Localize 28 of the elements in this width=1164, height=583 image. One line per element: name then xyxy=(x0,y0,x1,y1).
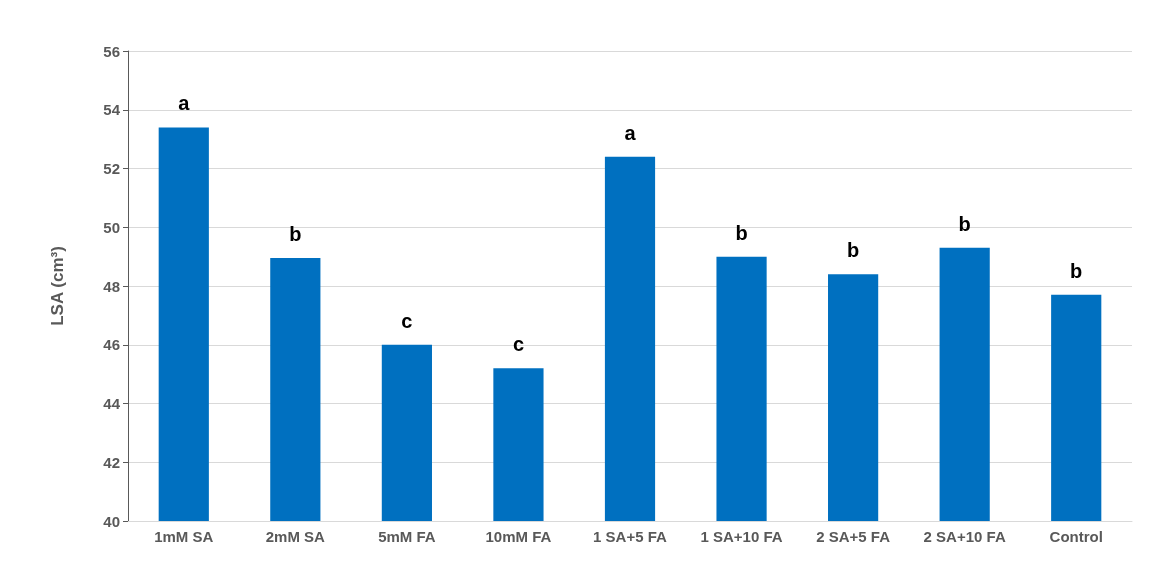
y-tick-label: 42 xyxy=(103,453,120,471)
annotation: a xyxy=(624,121,637,144)
y-tick-label: 48 xyxy=(103,277,120,295)
x-tick-label: 1 SA+5 FA xyxy=(593,528,668,545)
x-tick-label: 2 SA+5 FA xyxy=(816,528,891,545)
y-tick-label: 40 xyxy=(103,512,120,530)
y-tick-label: 56 xyxy=(103,42,120,60)
x-tick-label: 2 SA+10 FA xyxy=(923,528,1006,545)
annotation: c xyxy=(401,309,413,332)
x-tick-label: 1 SA+10 FA xyxy=(700,528,783,545)
annotation: c xyxy=(512,333,525,356)
y-tick-label: 54 xyxy=(103,101,121,119)
x-tick-label: 2mM SA xyxy=(265,528,326,545)
annotation: b xyxy=(289,223,302,246)
x-tick-label: Control xyxy=(1049,528,1103,545)
y-axis-title: LSA (cm³) xyxy=(48,246,67,326)
x-tick-label: 5mM FA xyxy=(378,528,436,545)
annotation: b xyxy=(1070,259,1083,282)
y-tick-label: 50 xyxy=(103,218,120,236)
annotation: a xyxy=(178,92,191,115)
y-tick-label: 44 xyxy=(103,395,121,412)
annotation: b xyxy=(735,221,748,244)
x-tick-label: 1mM SA xyxy=(154,528,214,545)
annotation: b xyxy=(958,212,971,235)
y-tick-label: 46 xyxy=(103,336,120,354)
annotation: b xyxy=(847,239,860,262)
y-tick-label: 52 xyxy=(103,160,120,177)
x-tick-label: 10mM FA xyxy=(485,528,552,545)
